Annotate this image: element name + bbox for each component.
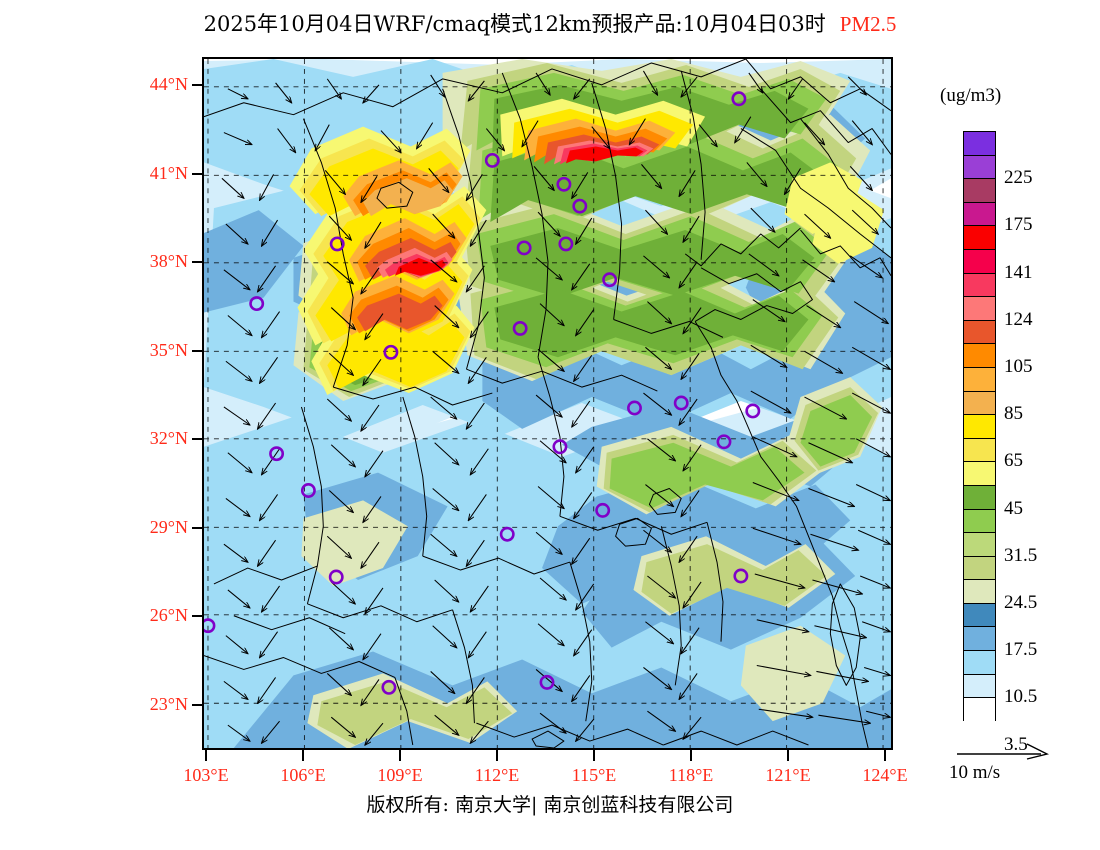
lon-label-124e: 124°E	[862, 765, 908, 785]
colorbar-band	[964, 202, 995, 227]
lat-label-26n: 26°N	[149, 605, 188, 625]
colorbar-band	[964, 580, 995, 604]
wind-scale-key	[955, 742, 1095, 764]
lon-label-106e: 106°E	[280, 765, 326, 785]
colorbar-tick-label: 24.5	[1004, 592, 1038, 613]
colorbar-band	[964, 273, 995, 298]
colorbar-band	[964, 485, 995, 510]
colorbar-band	[964, 509, 995, 534]
lon-tick	[496, 750, 498, 761]
colorbar-band	[964, 651, 995, 675]
colorbar-tick-label: 31.5	[1004, 544, 1038, 566]
lon-tick	[205, 750, 207, 761]
title-species-label: PM2.5	[839, 12, 897, 36]
wind-scale-label: 10 m/s	[949, 762, 1001, 783]
colorbar-band	[964, 249, 995, 274]
colorbar-band	[964, 415, 995, 439]
colorbar-band	[964, 603, 995, 628]
colorbar-band	[964, 179, 995, 203]
lon-label-115e: 115°E	[571, 765, 617, 785]
colorbar-band	[964, 462, 995, 486]
colorbar-tick-label: 17.5	[1004, 639, 1038, 661]
colorbar-band	[964, 320, 995, 345]
colorbar-band	[964, 344, 995, 368]
colorbar-tick-label: 3.5	[1004, 733, 1028, 755]
lat-tick	[192, 704, 203, 706]
lat-tick	[192, 350, 203, 352]
pm25-heatmap-canvas	[204, 59, 891, 748]
lat-tick	[192, 438, 203, 440]
colorbar-band	[964, 556, 995, 581]
wind-arrow-icon	[957, 743, 1050, 760]
colorbar-band	[964, 132, 995, 156]
lat-tick	[192, 261, 203, 263]
lat-label-23n: 23°N	[149, 694, 188, 714]
colorbar-tick-label: 10.5	[1004, 686, 1038, 708]
lon-label-109e: 109°E	[377, 765, 423, 785]
colorbar-band	[964, 627, 995, 652]
lat-tick	[192, 615, 203, 617]
colorbar-band	[964, 438, 995, 463]
colorbar-tick-label: 65	[1004, 450, 1023, 472]
lat-label-35n: 35°N	[149, 340, 188, 360]
lon-tick	[399, 750, 401, 761]
pm25-colorbar[interactable]	[963, 131, 996, 722]
colorbar-tick-label: 175	[1004, 214, 1033, 236]
lat-label-38n: 38°N	[149, 251, 188, 271]
lat-label-29n: 29°N	[149, 517, 188, 537]
lon-tick	[302, 750, 304, 761]
lon-tick	[787, 750, 789, 761]
colorbar-tick-label: 105	[1004, 356, 1033, 377]
lon-tick	[884, 750, 886, 761]
lon-label-118e: 118°E	[668, 765, 714, 785]
colorbar-band	[964, 367, 995, 392]
lon-label-121e: 121°E	[765, 765, 811, 785]
title-main-text: 2025年10月04日WRF/cmaq模式12km预报产品:10月04日03时	[203, 12, 826, 36]
colorbar-band	[964, 674, 995, 699]
lat-tick	[192, 84, 203, 86]
map-plot-frame[interactable]	[202, 57, 893, 750]
copyright-footer: 版权所有: 南京大学| 南京创蓝科技有限公司	[366, 794, 734, 816]
colorbar-tick-label: 124	[1004, 308, 1033, 330]
lat-label-32n: 32°N	[149, 428, 188, 448]
colorbar-band	[964, 533, 995, 557]
colorbar-tick-label: 45	[1004, 497, 1023, 519]
lat-label-41n: 41°N	[149, 163, 188, 183]
lon-label-112e: 112°E	[474, 765, 520, 785]
lat-tick	[192, 173, 203, 175]
lon-label-103e: 103°E	[183, 765, 229, 785]
colorbar-band	[964, 297, 995, 321]
colorbar-band	[964, 391, 995, 416]
colorbar-tick-label: 85	[1004, 403, 1023, 425]
colorbar-unit-label: (ug/m3)	[940, 85, 1002, 106]
colorbar-tick-label: 141	[1004, 261, 1033, 283]
lat-label-44n: 44°N	[149, 74, 188, 94]
colorbar-band	[964, 155, 995, 180]
page-title: 2025年10月04日WRF/cmaq模式12km预报产品:10月04日03时 P…	[0, 8, 1100, 38]
lon-tick	[690, 750, 692, 761]
colorbar-tick-label: 225	[1004, 167, 1033, 189]
colorbar-band	[964, 226, 995, 250]
colorbar-band	[964, 698, 995, 722]
lon-tick	[593, 750, 595, 761]
lat-tick	[192, 527, 203, 529]
